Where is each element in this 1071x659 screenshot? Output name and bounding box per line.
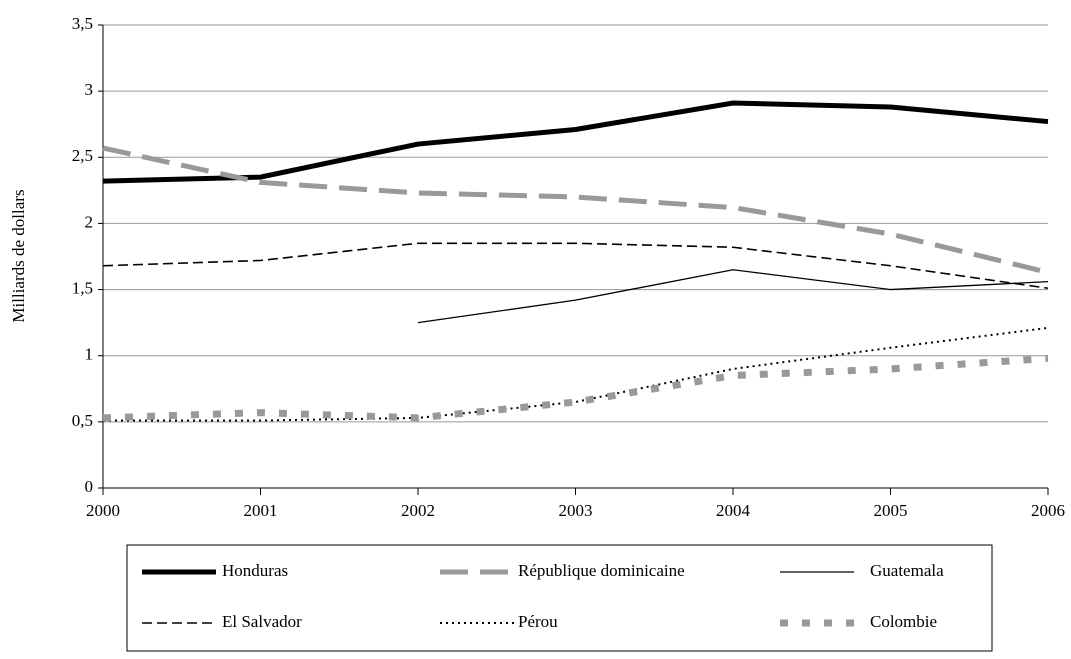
y-tick-label: 2 — [85, 212, 94, 231]
y-tick-label: 0 — [85, 477, 94, 496]
series-line — [102, 242, 1049, 290]
legend-label: Honduras — [222, 561, 288, 580]
x-tick-label: 2002 — [401, 501, 435, 520]
y-tick-label: 3,5 — [72, 14, 93, 33]
legend-label: Colombie — [870, 612, 937, 631]
series-line — [102, 354, 1049, 422]
x-tick-label: 2003 — [559, 501, 593, 520]
legend-label: Pérou — [518, 612, 558, 631]
series-line — [102, 145, 1049, 275]
legend-label: El Salvador — [222, 612, 302, 631]
y-tick-label: 1 — [85, 345, 94, 364]
x-tick-label: 2000 — [86, 501, 120, 520]
x-tick-label: 2004 — [716, 501, 751, 520]
y-tick-label: 1,5 — [72, 278, 93, 297]
x-tick-label: 2006 — [1031, 501, 1065, 520]
y-tick-label: 2,5 — [72, 146, 93, 165]
y-tick-label: 3 — [85, 80, 94, 99]
y-axis-label: Milliards de dollars — [9, 189, 28, 322]
legend-label: République dominicaine — [518, 561, 685, 580]
series-line — [417, 269, 1049, 324]
x-tick-label: 2001 — [244, 501, 278, 520]
x-tick-label: 2005 — [874, 501, 908, 520]
legend-box — [126, 544, 993, 652]
y-tick-label: 0,5 — [72, 411, 93, 430]
legend-label: Guatemala — [870, 561, 944, 580]
series-line — [102, 100, 1049, 184]
series-line — [103, 326, 1049, 422]
